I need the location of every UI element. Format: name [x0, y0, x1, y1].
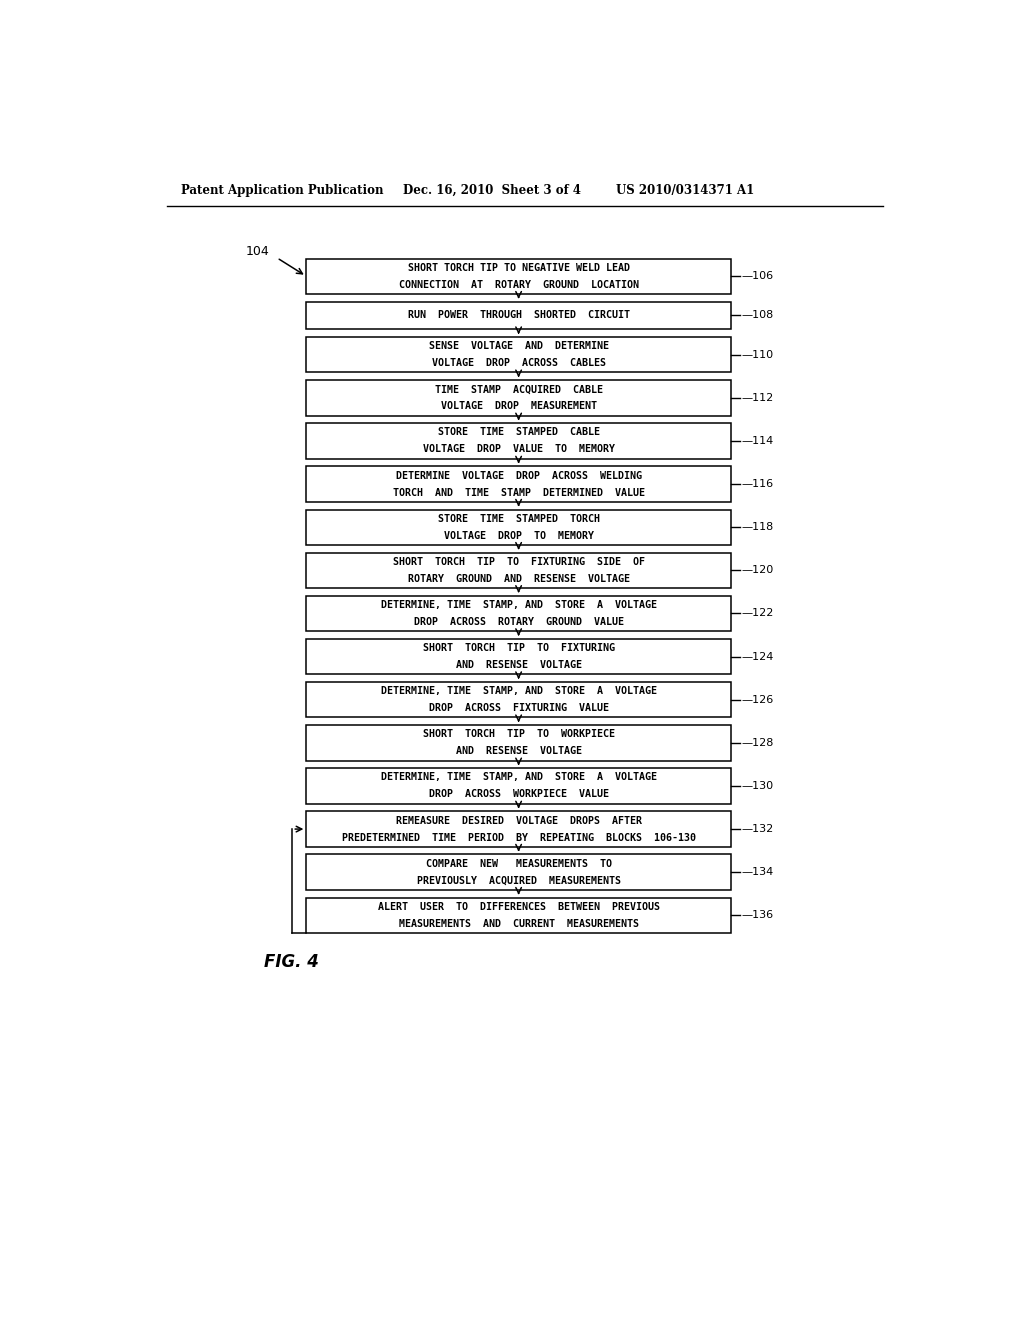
Text: —108: —108: [741, 310, 774, 321]
Text: —118: —118: [741, 523, 774, 532]
Bar: [306, 302, 731, 330]
Text: SHORT  TORCH  TIP  TO  WORKPIECE: SHORT TORCH TIP TO WORKPIECE: [423, 730, 614, 739]
Text: —116: —116: [741, 479, 774, 490]
Text: CONNECTION  AT  ROTARY  GROUND  LOCATION: CONNECTION AT ROTARY GROUND LOCATION: [398, 280, 639, 289]
Bar: [306, 337, 731, 372]
Bar: [306, 595, 731, 631]
Text: VOLTAGE  DROP  ACROSS  CABLES: VOLTAGE DROP ACROSS CABLES: [431, 358, 605, 368]
Bar: [306, 466, 731, 502]
Text: ROTARY  GROUND  AND  RESENSE  VOLTAGE: ROTARY GROUND AND RESENSE VOLTAGE: [408, 574, 630, 583]
Text: VOLTAGE  DROP  TO  MEMORY: VOLTAGE DROP TO MEMORY: [443, 531, 594, 541]
Text: COMPARE  NEW   MEASUREMENTS  TO: COMPARE NEW MEASUREMENTS TO: [426, 859, 611, 869]
Text: —136: —136: [741, 911, 774, 920]
Text: —130: —130: [741, 781, 774, 791]
Text: —106: —106: [741, 271, 774, 281]
Text: —126: —126: [741, 694, 774, 705]
Text: DETERMINE, TIME  STAMP, AND  STORE  A  VOLTAGE: DETERMINE, TIME STAMP, AND STORE A VOLTA…: [381, 772, 656, 783]
Bar: [306, 768, 731, 804]
Bar: [306, 898, 731, 933]
Text: SENSE  VOLTAGE  AND  DETERMINE: SENSE VOLTAGE AND DETERMINE: [429, 342, 608, 351]
Text: —124: —124: [741, 652, 774, 661]
Text: —132: —132: [741, 824, 774, 834]
Text: MEASUREMENTS  AND  CURRENT  MEASUREMENTS: MEASUREMENTS AND CURRENT MEASUREMENTS: [398, 919, 639, 929]
Text: 104: 104: [246, 246, 269, 259]
Bar: [306, 510, 731, 545]
Text: Dec. 16, 2010  Sheet 3 of 4: Dec. 16, 2010 Sheet 3 of 4: [403, 185, 582, 197]
Text: —112: —112: [741, 393, 774, 403]
Bar: [306, 854, 731, 890]
Text: PREDETERMINED  TIME  PERIOD  BY  REPEATING  BLOCKS  106-130: PREDETERMINED TIME PERIOD BY REPEATING B…: [342, 833, 695, 842]
Text: —134: —134: [741, 867, 774, 878]
Text: TIME  STAMP  ACQUIRED  CABLE: TIME STAMP ACQUIRED CABLE: [434, 384, 602, 395]
Text: —114: —114: [741, 436, 774, 446]
Bar: [306, 682, 731, 718]
Bar: [306, 553, 731, 589]
Text: DETERMINE, TIME  STAMP, AND  STORE  A  VOLTAGE: DETERMINE, TIME STAMP, AND STORE A VOLTA…: [381, 601, 656, 610]
Text: DETERMINE, TIME  STAMP, AND  STORE  A  VOLTAGE: DETERMINE, TIME STAMP, AND STORE A VOLTA…: [381, 686, 656, 696]
Text: SHORT  TORCH  TIP  TO  FIXTURING  SIDE  OF: SHORT TORCH TIP TO FIXTURING SIDE OF: [392, 557, 644, 566]
Text: DROP  ACROSS  FIXTURING  VALUE: DROP ACROSS FIXTURING VALUE: [429, 704, 608, 713]
Text: STORE  TIME  STAMPED  CABLE: STORE TIME STAMPED CABLE: [437, 428, 600, 437]
Text: DETERMINE  VOLTAGE  DROP  ACROSS  WELDING: DETERMINE VOLTAGE DROP ACROSS WELDING: [395, 471, 642, 480]
Text: DROP  ACROSS  ROTARY  GROUND  VALUE: DROP ACROSS ROTARY GROUND VALUE: [414, 616, 624, 627]
Bar: [306, 812, 731, 847]
Text: AND  RESENSE  VOLTAGE: AND RESENSE VOLTAGE: [456, 660, 582, 671]
Text: SHORT  TORCH  TIP  TO  FIXTURING: SHORT TORCH TIP TO FIXTURING: [423, 643, 614, 653]
Text: ALERT  USER  TO  DIFFERENCES  BETWEEN  PREVIOUS: ALERT USER TO DIFFERENCES BETWEEN PREVIO…: [378, 902, 659, 912]
Text: VOLTAGE  DROP  MEASUREMENT: VOLTAGE DROP MEASUREMENT: [440, 401, 597, 412]
Bar: [306, 259, 731, 294]
Text: —120: —120: [741, 565, 774, 576]
Text: FIG. 4: FIG. 4: [263, 953, 318, 972]
Text: RUN  POWER  THROUGH  SHORTED  CIRCUIT: RUN POWER THROUGH SHORTED CIRCUIT: [408, 310, 630, 321]
Text: Patent Application Publication: Patent Application Publication: [180, 185, 383, 197]
Text: —110: —110: [741, 350, 774, 360]
Text: US 2010/0314371 A1: US 2010/0314371 A1: [616, 185, 755, 197]
Text: DROP  ACROSS  WORKPIECE  VALUE: DROP ACROSS WORKPIECE VALUE: [429, 789, 608, 800]
Bar: [306, 424, 731, 459]
Text: PREVIOUSLY  ACQUIRED  MEASUREMENTS: PREVIOUSLY ACQUIRED MEASUREMENTS: [417, 875, 621, 886]
Text: AND  RESENSE  VOLTAGE: AND RESENSE VOLTAGE: [456, 746, 582, 756]
Text: VOLTAGE  DROP  VALUE  TO  MEMORY: VOLTAGE DROP VALUE TO MEMORY: [423, 445, 614, 454]
Text: REMEASURE  DESIRED  VOLTAGE  DROPS  AFTER: REMEASURE DESIRED VOLTAGE DROPS AFTER: [395, 816, 642, 825]
Bar: [306, 639, 731, 675]
Text: TORCH  AND  TIME  STAMP  DETERMINED  VALUE: TORCH AND TIME STAMP DETERMINED VALUE: [392, 487, 644, 498]
Bar: [306, 380, 731, 416]
Bar: [306, 725, 731, 760]
Text: —122: —122: [741, 609, 774, 619]
Text: SHORT TORCH TIP TO NEGATIVE WELD LEAD: SHORT TORCH TIP TO NEGATIVE WELD LEAD: [408, 263, 630, 273]
Text: STORE  TIME  STAMPED  TORCH: STORE TIME STAMPED TORCH: [437, 513, 600, 524]
Text: —128: —128: [741, 738, 774, 748]
